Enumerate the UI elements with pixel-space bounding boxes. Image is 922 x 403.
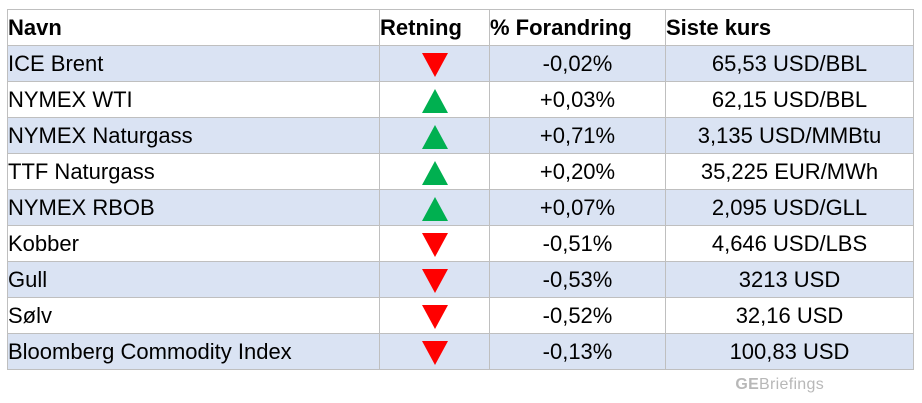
header-price: Siste kurs: [665, 9, 914, 46]
arrow-down-icon: [421, 268, 448, 293]
change-percent: -0,51%: [489, 225, 666, 262]
header-change: % Forandring: [489, 9, 666, 46]
direction-cell: [379, 261, 490, 298]
direction-cell: [379, 225, 490, 262]
commodity-name: ICE Brent: [7, 45, 380, 82]
change-percent: -0,53%: [489, 261, 666, 298]
arrow-down-icon: [421, 232, 448, 257]
arrow-down-icon: [421, 304, 448, 329]
commodity-name: NYMEX Naturgass: [7, 117, 380, 154]
change-percent: +0,03%: [489, 81, 666, 118]
arrow-down-icon: [421, 52, 448, 77]
last-price: 65,53 USD/BBL: [665, 45, 914, 82]
direction-cell: [379, 297, 490, 334]
last-price: 2,095 USD/GLL: [665, 189, 914, 226]
geb-watermark: GEBriefings: [735, 376, 824, 394]
table-row: NYMEX WTI +0,03% 62,15 USD/BBL: [7, 81, 914, 118]
table-row: Sølv -0,52% 32,16 USD: [7, 297, 914, 334]
table-header-row: Navn Retning % Forandring Siste kurs: [7, 9, 914, 46]
table-row: Gull -0,53% 3213 USD: [7, 261, 914, 298]
commodity-name: Bloomberg Commodity Index: [7, 333, 380, 370]
last-price: 32,16 USD: [665, 297, 914, 334]
commodity-name: NYMEX WTI: [7, 81, 380, 118]
last-price: 3,135 USD/MMBtu: [665, 117, 914, 154]
last-price: 4,646 USD/LBS: [665, 225, 914, 262]
direction-cell: [379, 189, 490, 226]
header-name: Navn: [7, 9, 380, 46]
last-price: 62,15 USD/BBL: [665, 81, 914, 118]
last-price: 100,83 USD: [665, 333, 914, 370]
change-percent: -0,52%: [489, 297, 666, 334]
direction-cell: [379, 117, 490, 154]
last-price: 3213 USD: [665, 261, 914, 298]
table-row: Kobber -0,51% 4,646 USD/LBS: [7, 225, 914, 262]
header-direction: Retning: [379, 9, 490, 46]
change-percent: +0,20%: [489, 153, 666, 190]
table-row: TTF Naturgass +0,20% 35,225 EUR/MWh: [7, 153, 914, 190]
table-row: Bloomberg Commodity Index -0,13% 100,83 US…: [7, 333, 914, 370]
direction-cell: [379, 81, 490, 118]
change-percent: -0,13%: [489, 333, 666, 370]
change-percent: -0,02%: [489, 45, 666, 82]
watermark-bold: GE: [735, 376, 760, 393]
direction-cell: [379, 333, 490, 370]
commodity-name: TTF Naturgass: [7, 153, 380, 190]
table-row: NYMEX Naturgass +0,71% 3,135 USD/MMBtu: [7, 117, 914, 154]
change-percent: +0,71%: [489, 117, 666, 154]
arrow-up-icon: [421, 124, 448, 149]
arrow-up-icon: [421, 88, 448, 113]
arrow-down-icon: [421, 340, 448, 365]
watermark-rest: Briefings: [759, 376, 824, 393]
last-price: 35,225 EUR/MWh: [665, 153, 914, 190]
commodity-name: Sølv: [7, 297, 380, 334]
commodity-name: NYMEX RBOB: [7, 189, 380, 226]
table-row: ICE Brent -0,02% 65,53 USD/BBL: [7, 45, 914, 82]
commodity-name: Gull: [7, 261, 380, 298]
commodity-name: Kobber: [7, 225, 380, 262]
table-row: NYMEX RBOB +0,07% 2,095 USD/GLL: [7, 189, 914, 226]
commodity-table: Navn Retning % Forandring Siste kurs ICE…: [7, 9, 914, 370]
direction-cell: [379, 153, 490, 190]
arrow-up-icon: [421, 196, 448, 221]
arrow-up-icon: [421, 160, 448, 185]
direction-cell: [379, 45, 490, 82]
change-percent: +0,07%: [489, 189, 666, 226]
